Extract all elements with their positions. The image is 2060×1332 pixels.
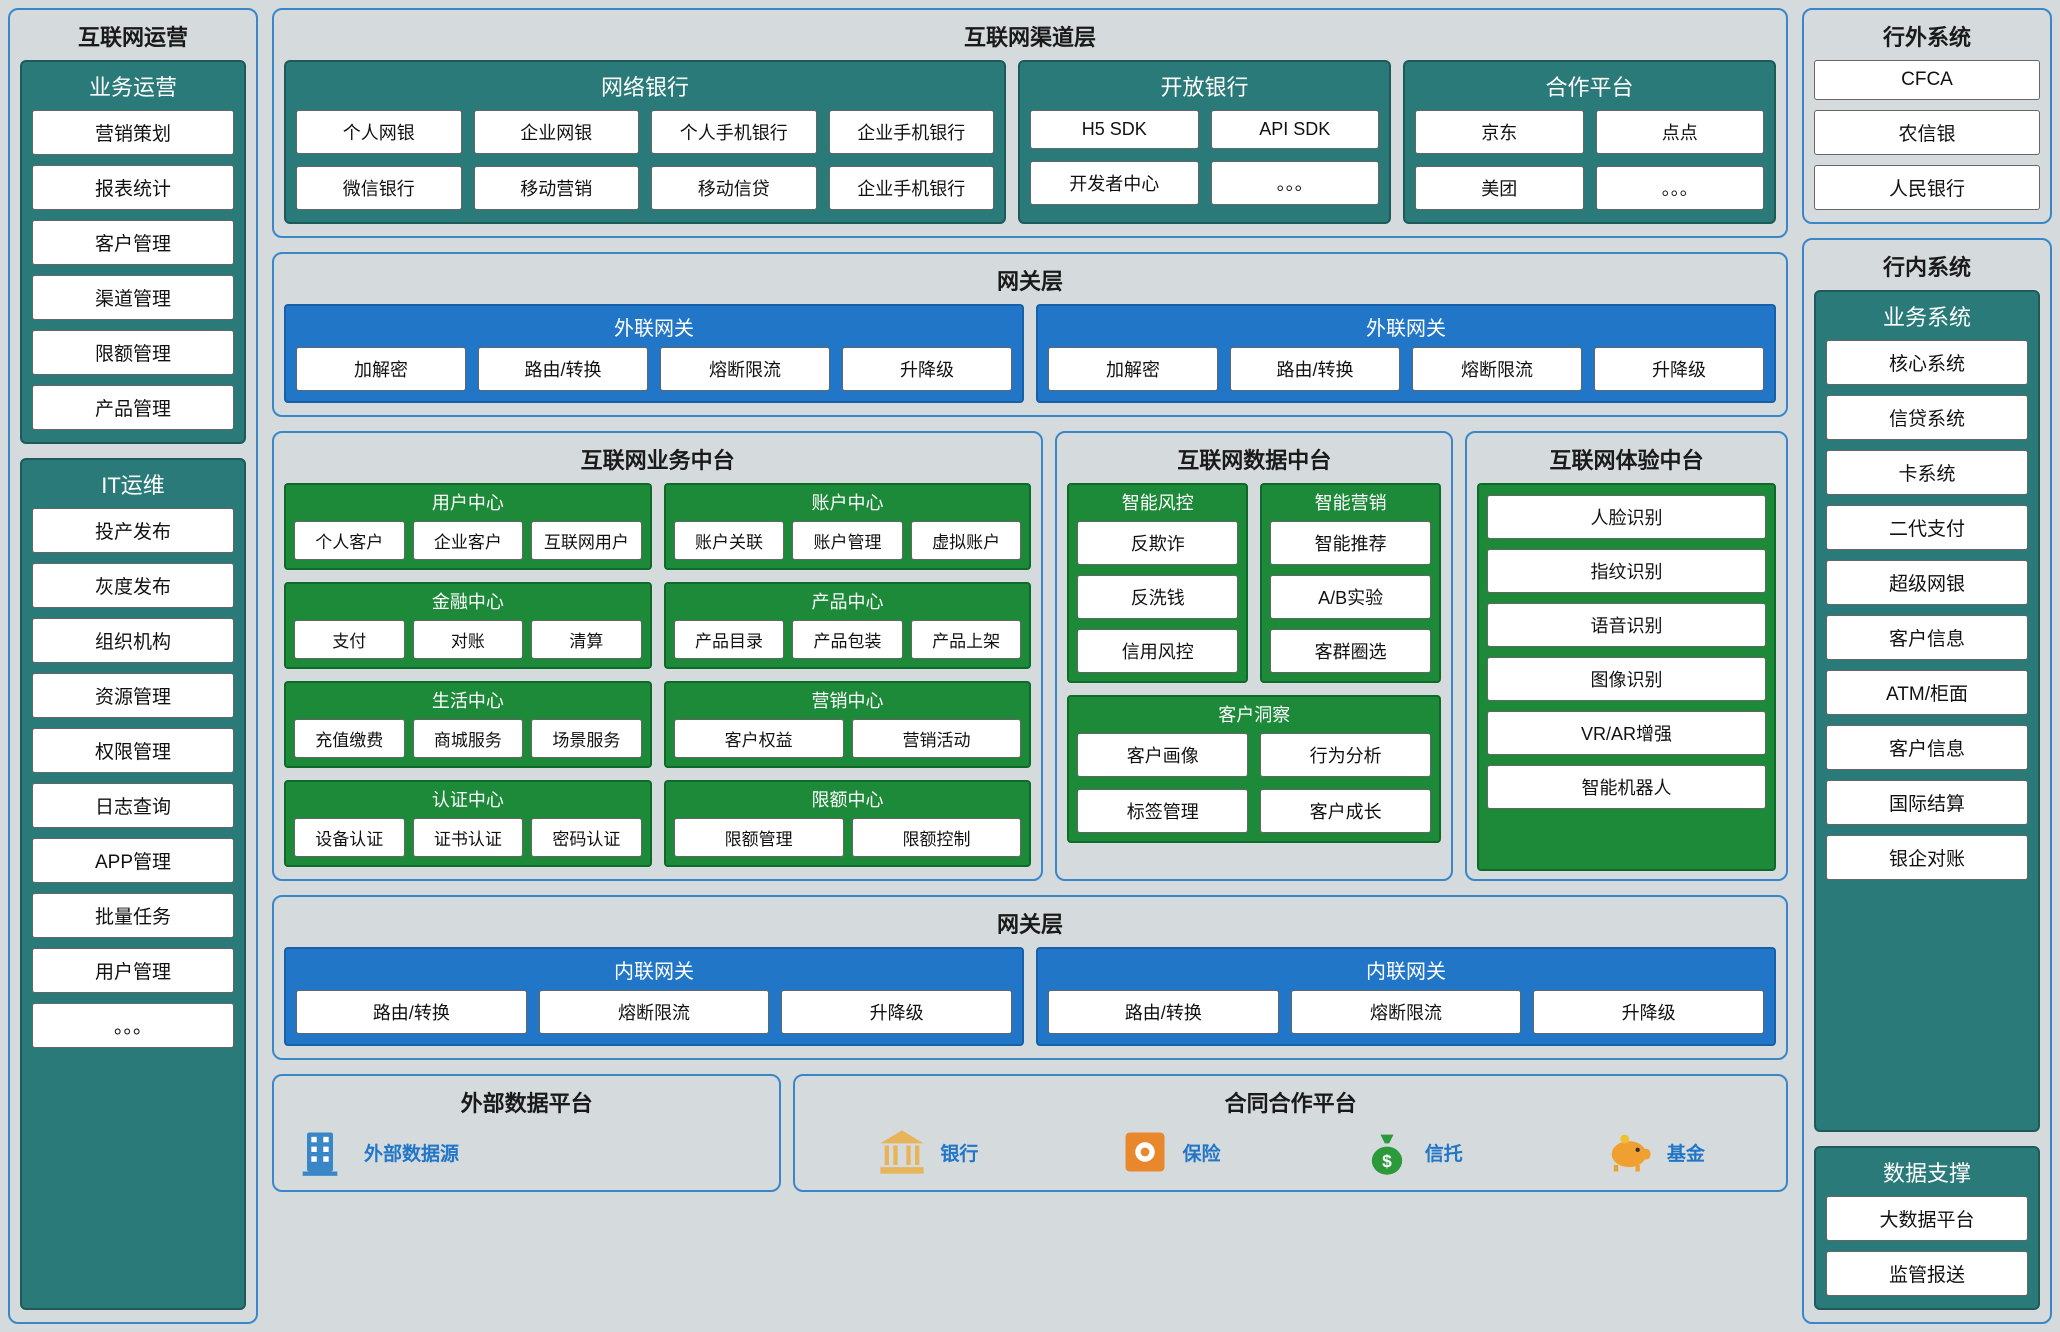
list-item: 渠道管理 xyxy=(32,275,234,320)
panel-internet-ops: 互联网运营 业务运营 营销策划 报表统计 客户管理 渠道管理 限额管理 产品管理… xyxy=(8,8,258,1324)
list-item: API SDK xyxy=(1211,110,1380,149)
list-item: APP管理 xyxy=(32,838,234,883)
list-item: H5 SDK xyxy=(1030,110,1199,149)
list-item: 客户管理 xyxy=(32,220,234,265)
svc-life-center: 生活中心充值缴费商城服务场景服务 xyxy=(284,681,652,768)
svc-mkt: 智能营销 智能推荐 A/B实验 客群圈选 xyxy=(1260,483,1441,683)
list-item: 京东 xyxy=(1415,110,1584,154)
panel-internal-sys: 行内系统 业务系统 核心系统 信贷系统 卡系统 二代支付 超级网银 客户信息 A… xyxy=(1802,238,2052,1324)
svc-auth-center: 认证中心设备认证证书认证密码认证 xyxy=(284,780,652,867)
panel-int-gateway-r: 内联网关 路由/转换 熔断限流 升降级 xyxy=(1036,947,1776,1046)
list-item: 批量任务 xyxy=(32,893,234,938)
list-item: 人民银行 xyxy=(1814,165,2040,210)
list-item: 超级网银 xyxy=(1826,560,2028,605)
list-item: 监管报送 xyxy=(1826,1251,2028,1296)
list-item: 个人网银 xyxy=(296,110,462,154)
panel-ext-gateway-r: 外联网关 加解密 路由/转换 熔断限流 升降级 xyxy=(1036,304,1776,403)
svc-risk: 智能风控 反欺诈 反洗钱 信用风控 xyxy=(1067,483,1248,683)
panel-contract-partner: 合同合作平台 银行 保险 $ 信托 xyxy=(793,1074,1788,1192)
title-internet-ops: 互联网运营 xyxy=(20,20,246,52)
piggy-icon xyxy=(1603,1126,1655,1178)
panel-channel-layer: 互联网渠道层 网络银行 个人网银 企业网银 个人手机银行 企业手机银行 微信银行… xyxy=(272,8,1788,238)
list-item: ATM/柜面 xyxy=(1826,670,2028,715)
list-item: 个人手机银行 xyxy=(651,110,817,154)
svc-account-center: 账户中心账户关联账户管理虚拟账户 xyxy=(664,483,1032,570)
panel-ext-gateway-l: 外联网关 加解密 路由/转换 熔断限流 升降级 xyxy=(284,304,1024,403)
svg-text:$: $ xyxy=(1382,1151,1392,1171)
list-item: 大数据平台 xyxy=(1826,1196,2028,1241)
panel-external-sys: 行外系统 CFCA 农信银 人民银行 xyxy=(1802,8,2052,224)
list-item: 熔断限流 xyxy=(1412,347,1582,391)
list-item: 企业手机银行 xyxy=(829,166,995,210)
panel-data-mid: 互联网数据中台 智能风控 反欺诈 反洗钱 信用风控 智能营销 智能推荐 xyxy=(1055,431,1453,881)
list-item: 路由/转换 xyxy=(1230,347,1400,391)
list-item: 农信银 xyxy=(1814,110,2040,155)
list-item: 核心系统 xyxy=(1826,340,2028,385)
safe-icon xyxy=(1119,1126,1171,1178)
list-item: 移动信贷 xyxy=(651,166,817,210)
list-item: 微信银行 xyxy=(296,166,462,210)
list-item: 客户信息 xyxy=(1826,725,2028,770)
svc-limit-center: 限额中心限额管理限额控制 xyxy=(664,780,1032,867)
svc-finance-center: 金融中心支付对账清算 xyxy=(284,582,652,669)
list-item: 权限管理 xyxy=(32,728,234,773)
bank-icon xyxy=(876,1126,928,1178)
list-item: 资源管理 xyxy=(32,673,234,718)
list-item: 美团 xyxy=(1415,166,1584,210)
list-item: 升降级 xyxy=(1594,347,1764,391)
moneybag-icon: $ xyxy=(1361,1126,1413,1178)
svc-product-center: 产品中心产品目录产品包装产品上架 xyxy=(664,582,1032,669)
list-item: 。。。 xyxy=(1211,161,1380,205)
list-item: 开发者中心 xyxy=(1030,161,1199,205)
list-item: 移动营销 xyxy=(474,166,640,210)
list-item: 用户管理 xyxy=(32,948,234,993)
svc-user-center: 用户中心个人客户企业客户互联网用户 xyxy=(284,483,652,570)
list-item: 营销策划 xyxy=(32,110,234,155)
list-item: 企业网银 xyxy=(474,110,640,154)
panel-it-ops: IT运维 投产发布 灰度发布 组织机构 资源管理 权限管理 日志查询 APP管理… xyxy=(20,458,246,1310)
list-item: 企业手机银行 xyxy=(829,110,995,154)
panel-external-data: 外部数据平台 外部数据源 xyxy=(272,1074,781,1192)
list-biz-ops: 营销策划 报表统计 客户管理 渠道管理 限额管理 产品管理 xyxy=(32,110,234,430)
list-item: 点点 xyxy=(1596,110,1765,154)
panel-open-bank: 开放银行 H5 SDK API SDK 开发者中心 。。。 xyxy=(1018,60,1391,224)
list-item: 日志查询 xyxy=(32,783,234,828)
list-item: 路由/转换 xyxy=(478,347,648,391)
link-external-data: 外部数据源 xyxy=(364,1139,459,1166)
list-item: 报表统计 xyxy=(32,165,234,210)
panel-biz-mid: 互联网业务中台 用户中心个人客户企业客户互联网用户 账户中心账户关联账户管理虚拟… xyxy=(272,431,1043,881)
list-item: 卡系统 xyxy=(1826,450,2028,495)
panel-exp-mid: 互联网体验中台 人脸识别 指纹识别 语音识别 图像识别 VR/AR增强 智能机器… xyxy=(1465,431,1788,881)
panel-gateway-top: 网关层 外联网关 加解密 路由/转换 熔断限流 升降级 外联网关 加解密 路由/… xyxy=(272,252,1788,417)
svc-experience: 人脸识别 指纹识别 语音识别 图像识别 VR/AR增强 智能机器人 xyxy=(1477,483,1776,871)
list-item: 熔断限流 xyxy=(660,347,830,391)
list-item: 。。。 xyxy=(1596,166,1765,210)
list-item: 灰度发布 xyxy=(32,563,234,608)
list-item: 。。。 xyxy=(32,1003,234,1048)
list-item: 客户信息 xyxy=(1826,615,2028,660)
list-item: 银企对账 xyxy=(1826,835,2028,880)
list-item: 国际结算 xyxy=(1826,780,2028,825)
panel-data-support: 数据支撑 大数据平台 监管报送 xyxy=(1814,1146,2040,1310)
list-item: 组织机构 xyxy=(32,618,234,663)
list-item: 加解密 xyxy=(1048,347,1218,391)
building-icon xyxy=(294,1126,346,1178)
list-item: 二代支付 xyxy=(1826,505,2028,550)
list-item: 加解密 xyxy=(296,347,466,391)
list-item: 限额管理 xyxy=(32,330,234,375)
list-item: 升降级 xyxy=(842,347,1012,391)
panel-partner: 合作平台 京东 点点 美团 。。。 xyxy=(1403,60,1776,224)
svc-marketing-center: 营销中心客户权益营销活动 xyxy=(664,681,1032,768)
list-item: CFCA xyxy=(1814,60,2040,100)
list-item: 产品管理 xyxy=(32,385,234,430)
svc-insight: 客户洞察 客户画像 行为分析 标签管理 客户成长 xyxy=(1067,695,1441,843)
panel-biz-sys: 业务系统 核心系统 信贷系统 卡系统 二代支付 超级网银 客户信息 ATM/柜面… xyxy=(1814,290,2040,1132)
list-item: 信贷系统 xyxy=(1826,395,2028,440)
panel-gateway-bottom: 网关层 内联网关 路由/转换 熔断限流 升降级 内联网关 路由/转换 熔断限流 … xyxy=(272,895,1788,1060)
panel-biz-ops: 业务运营 营销策划 报表统计 客户管理 渠道管理 限额管理 产品管理 xyxy=(20,60,246,444)
list-item: 投产发布 xyxy=(32,508,234,553)
panel-net-bank: 网络银行 个人网银 企业网银 个人手机银行 企业手机银行 微信银行 移动营销 移… xyxy=(284,60,1006,224)
list-it-ops: 投产发布 灰度发布 组织机构 资源管理 权限管理 日志查询 APP管理 批量任务… xyxy=(32,508,234,1048)
panel-int-gateway-l: 内联网关 路由/转换 熔断限流 升降级 xyxy=(284,947,1024,1046)
